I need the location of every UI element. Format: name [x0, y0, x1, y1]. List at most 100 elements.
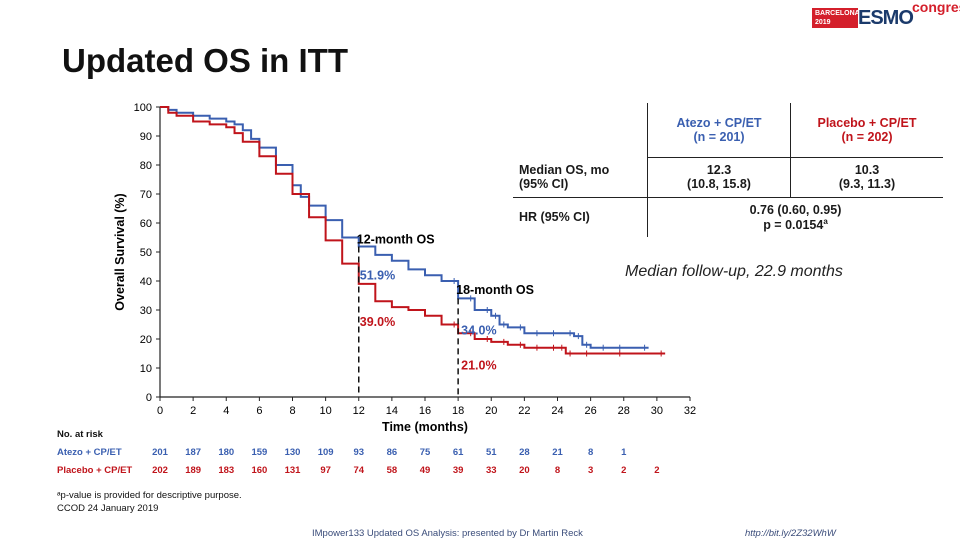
- at-risk-value: 2: [621, 465, 626, 476]
- chart-axes: 0 2 4 6 8 10 12 14 16 18 20 22 24 26 28 30 3201020304050…: [113, 102, 696, 434]
- at-risk-value: 3: [588, 465, 593, 476]
- esmo-logo: BARCELONA 2019 ESMO congress: [812, 0, 960, 30]
- y-axis-label: Overall Survival (%): [113, 193, 127, 310]
- x-tick-label: 2: [190, 405, 196, 417]
- median-placebo: 10.3: [854, 163, 880, 177]
- median-label: Median OS, mo: [519, 162, 610, 177]
- median-ci-label: (95% CI): [519, 176, 569, 191]
- x-tick-label: 12: [353, 405, 365, 417]
- at-risk-value: 20: [519, 465, 530, 476]
- col-placebo-n: (n = 202): [841, 129, 893, 144]
- at-risk-value: 183: [218, 465, 234, 476]
- hr-label: HR (95% CI): [519, 210, 590, 225]
- at-risk-title: No. at risk: [57, 429, 104, 440]
- at-risk-value: 33: [486, 465, 497, 476]
- m18-atezo-value: 34.0%: [461, 324, 496, 338]
- at-risk-value: 160: [251, 465, 267, 476]
- x-tick-label: 6: [256, 405, 262, 417]
- logo-year: 2019: [815, 19, 831, 26]
- at-risk-value: 74: [353, 465, 364, 476]
- at-risk-value: 75: [420, 447, 431, 458]
- at-risk-value: 28: [519, 447, 530, 458]
- x-axis-label: Time (months): [382, 420, 468, 434]
- median-placebo-ci: (9.3, 11.3): [838, 177, 896, 191]
- x-tick-label: 22: [518, 405, 530, 417]
- at-risk-value: 8: [555, 465, 560, 476]
- y-tick-label: 60: [140, 218, 152, 230]
- at-risk-value: 2: [654, 465, 659, 476]
- at-risk-value: 97: [320, 465, 331, 476]
- footnote-pvalue: ᵃp-value is provided for descriptive pur…: [57, 490, 242, 501]
- col-placebo-label: Placebo + CP/ET: [817, 115, 917, 130]
- x-tick-label: 4: [223, 405, 229, 417]
- y-tick-label: 80: [140, 160, 152, 172]
- at-risk-value: 39: [453, 465, 464, 476]
- logo-city: BARCELONA: [815, 10, 860, 17]
- y-tick-label: 0: [146, 392, 152, 404]
- y-tick-label: 30: [140, 305, 152, 317]
- median-followup: Median follow-up, 22.9 months: [625, 263, 843, 280]
- logo-brand: ESMO: [858, 7, 914, 29]
- logo-congress: congress: [912, 0, 960, 15]
- x-tick-label: 8: [289, 405, 295, 417]
- footnote-ccod: CCOD 24 January 2019: [57, 503, 159, 514]
- x-tick-label: 28: [618, 405, 630, 417]
- logo-badge: BARCELONA 2019: [812, 8, 860, 28]
- x-tick-label: 14: [386, 405, 398, 417]
- x-tick-label: 32: [684, 405, 696, 417]
- x-tick-label: 0: [157, 405, 163, 417]
- y-tick-label: 50: [140, 247, 152, 259]
- at-risk-value: 180: [218, 447, 234, 458]
- atezo-curve: [160, 106, 649, 349]
- col-atezo-n: (n = 201): [693, 129, 745, 144]
- y-tick-label: 100: [134, 102, 152, 114]
- footer-link[interactable]: http://bit.ly/2Z32WhW: [745, 528, 836, 539]
- m18-placebo-value: 21.0%: [461, 358, 496, 372]
- at-risk-value: 61: [453, 447, 464, 458]
- chart-curves: [160, 106, 666, 357]
- at-risk-value: 201: [152, 447, 169, 458]
- at-risk-value: 93: [353, 447, 364, 458]
- x-tick-label: 24: [551, 405, 563, 417]
- hr-value: 0.76 (0.60, 0.95): [749, 202, 842, 217]
- results-table: Atezo + CP/ET (n = 201) Placebo + CP/ET …: [513, 103, 943, 237]
- m18-label: 18-month OS: [456, 283, 534, 297]
- y-tick-label: 10: [140, 363, 152, 375]
- at-risk-value: 187: [185, 447, 201, 458]
- x-tick-label: 16: [419, 405, 431, 417]
- x-tick-label: 18: [452, 405, 464, 417]
- footer-text: IMpower133 Updated OS Analysis: presente…: [312, 528, 583, 539]
- footnotes: ᵃp-value is provided for descriptive pur…: [57, 489, 242, 515]
- at-risk-value: 131: [285, 465, 302, 476]
- at-risk-value: 58: [387, 465, 398, 476]
- at-risk-value: 8: [588, 447, 593, 458]
- median-atezo-ci: (10.8, 15.8): [687, 177, 751, 191]
- y-tick-label: 90: [140, 131, 152, 143]
- at-risk-row-label: Placebo + CP/ET: [57, 465, 132, 476]
- x-tick-label: 20: [485, 405, 497, 417]
- at-risk-value: 86: [387, 447, 398, 458]
- y-tick-label: 40: [140, 276, 152, 288]
- m12-label: 12-month OS: [357, 232, 435, 246]
- col-atezo-label: Atezo + CP/ET: [676, 115, 762, 130]
- x-tick-label: 26: [585, 405, 597, 417]
- median-atezo: 12.3: [706, 163, 732, 177]
- m12-placebo-value: 39.0%: [360, 315, 395, 329]
- page-title: Updated OS in ITT: [62, 42, 348, 79]
- x-tick-label: 10: [320, 405, 332, 417]
- at-risk-value: 159: [251, 447, 267, 458]
- at-risk-value: 51: [486, 447, 497, 458]
- y-tick-label: 70: [140, 189, 152, 201]
- p-value: p = 0.0154a: [763, 216, 828, 232]
- at-risk-value: 49: [420, 465, 431, 476]
- chart-annotations: 12-month OS 51.9% 39.0% 18-month OS 34.0% 21.…: [357, 232, 534, 397]
- y-tick-label: 20: [140, 334, 152, 346]
- at-risk-value: 21: [552, 447, 563, 458]
- x-tick-label: 30: [651, 405, 663, 417]
- at-risk-value: 1: [621, 447, 627, 458]
- placebo-curve: [160, 106, 666, 355]
- m12-atezo-value: 51.9%: [360, 269, 395, 283]
- at-risk-value: 109: [318, 447, 334, 458]
